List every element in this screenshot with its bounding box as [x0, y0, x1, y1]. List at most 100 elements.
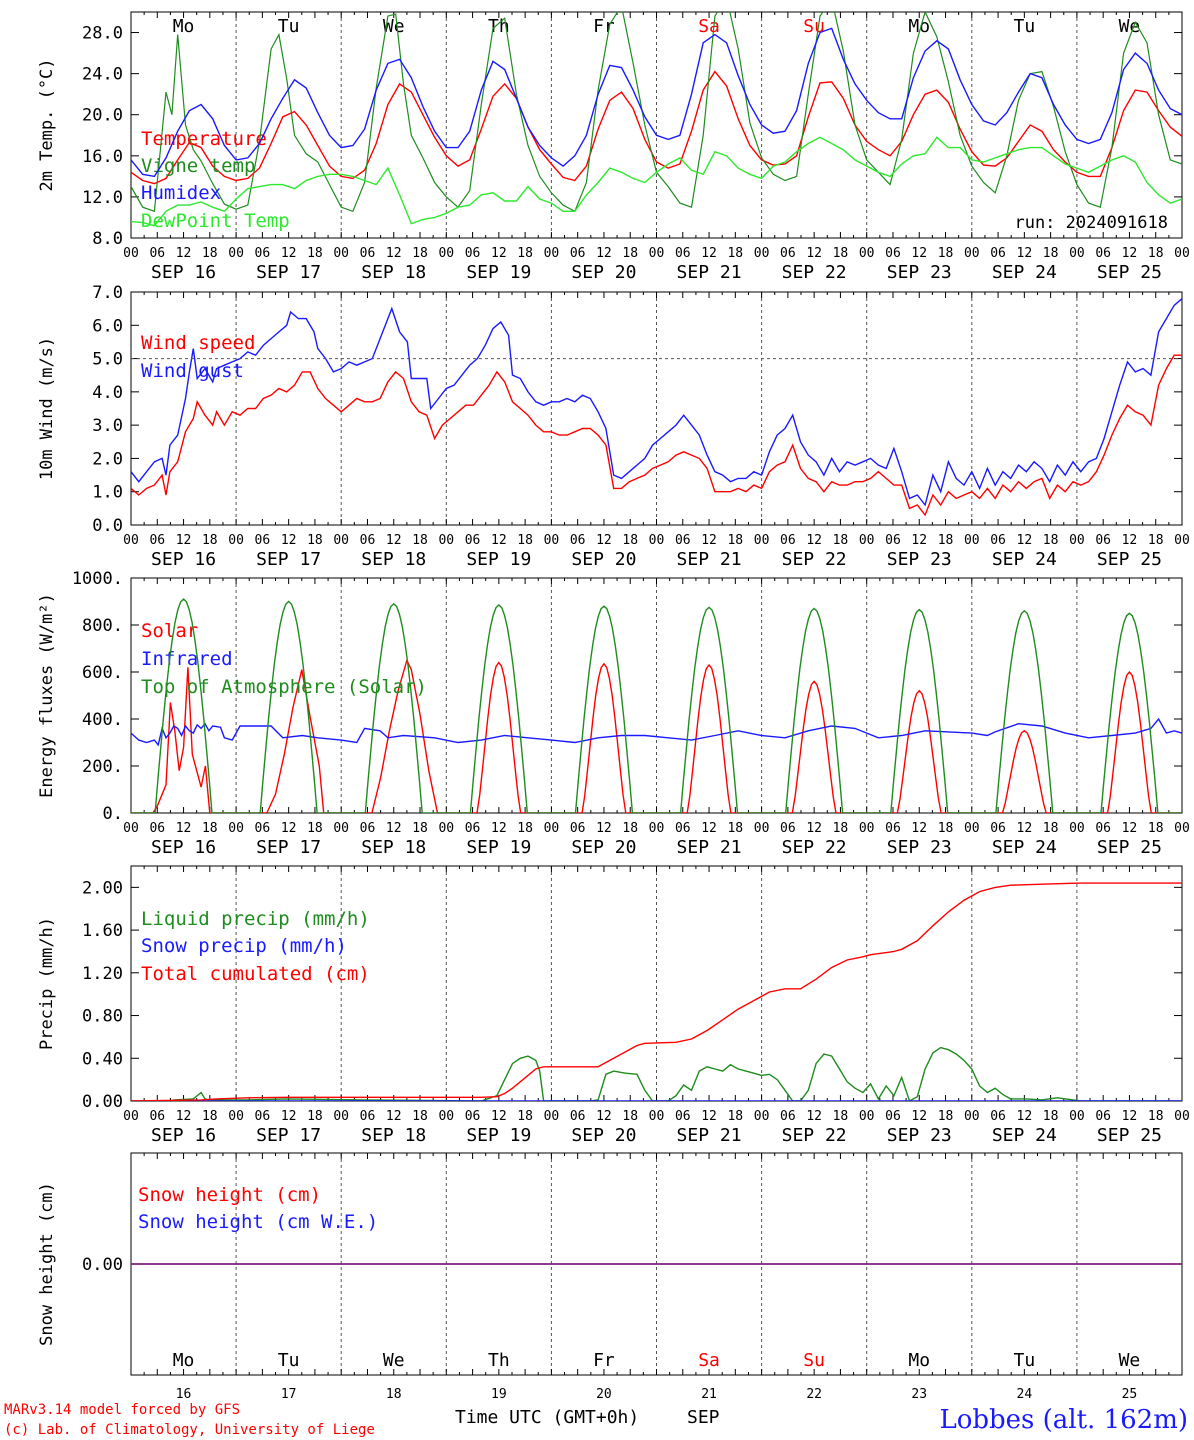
- day-name-label: Th: [488, 16, 510, 37]
- legend-label: Top of Atmosphere (Solar): [141, 676, 427, 698]
- date-label: SEP 25: [1097, 837, 1162, 858]
- series-line-humidex: [131, 27, 1182, 178]
- hour-tick-label: 18: [202, 821, 218, 836]
- y-tick-label: 20.0: [82, 106, 123, 126]
- hour-tick-label: 00: [1069, 1109, 1085, 1124]
- series-line-infrared: [131, 717, 1182, 747]
- hour-tick-label: 00: [649, 533, 665, 548]
- panel-3: 0. 200. 400. 600. 800. 1000. Energy fluxes (W/…: [37, 569, 1190, 858]
- series-line-solar: [131, 658, 1182, 813]
- hour-tick-label: 06: [780, 1109, 796, 1124]
- hour-tick-label: 06: [780, 246, 796, 261]
- date-label: SEP 25: [1097, 262, 1162, 283]
- hour-tick-label: 18: [833, 246, 849, 261]
- day-name-label: Fr: [593, 16, 615, 37]
- hour-tick-label: 06: [1095, 1109, 1111, 1124]
- hour-tick-label: 18: [622, 246, 638, 261]
- hour-tick-label: 12: [911, 533, 927, 548]
- hour-tick-label: 12: [1017, 533, 1033, 548]
- date-label: SEP 16: [151, 262, 216, 283]
- hour-tick-label: 12: [806, 533, 822, 548]
- y-tick-label: 0.0: [92, 516, 123, 536]
- hour-tick-label: 06: [465, 821, 481, 836]
- hour-tick-label: 18: [307, 533, 323, 548]
- credit-line-2: (c) Lab. of Climatology, University of L…: [4, 1422, 375, 1438]
- hour-tick-label: 06: [465, 1109, 481, 1124]
- hour-tick-label: 18: [307, 1109, 323, 1124]
- panel-5: 0.00 Snow height (cm) Mo Tu We Th Fr Sa Su Mo Tu We…: [37, 1152, 1183, 1402]
- series-line-vigne-temp: [131, 12, 1182, 213]
- hour-tick-label: 00: [228, 821, 244, 836]
- hour-tick-label: 00: [859, 246, 875, 261]
- day-name-label: Tu: [1014, 1350, 1036, 1371]
- date-label: SEP 21: [677, 549, 742, 570]
- y-axis-label: Snow height (cm): [37, 1182, 57, 1346]
- hour-tick-label: 06: [360, 1109, 376, 1124]
- hour-tick-label: 06: [360, 533, 376, 548]
- date-label: SEP 18: [361, 837, 426, 858]
- hour-tick-label: 12: [1122, 821, 1138, 836]
- hour-tick-label: 12: [281, 533, 297, 548]
- hour-tick-label: 18: [1148, 246, 1164, 261]
- series-line-wind-speed: [131, 354, 1182, 517]
- hour-tick-label: 00: [1174, 533, 1190, 548]
- hour-tick-label: 00: [333, 533, 349, 548]
- hour-tick-label: 18: [622, 533, 638, 548]
- y-tick-label: 4.0: [92, 383, 123, 403]
- date-label: SEP 22: [782, 549, 847, 570]
- date-label: SEP 19: [466, 837, 531, 858]
- date-label: SEP 24: [992, 1125, 1057, 1146]
- hour-tick-label: 18: [622, 1109, 638, 1124]
- y-tick-label: 8.0: [92, 229, 123, 249]
- hour-tick-label: 12: [596, 821, 612, 836]
- hour-tick-label: 12: [386, 1109, 402, 1124]
- y-tick-label: 0.00: [82, 1092, 123, 1112]
- hour-tick-label: 00: [964, 246, 980, 261]
- day-name-label: We: [1119, 16, 1141, 37]
- day-number-label: 25: [1122, 1387, 1138, 1402]
- x-axis-month: SEP: [687, 1407, 720, 1428]
- hour-tick-label: 18: [412, 1109, 428, 1124]
- day-name-label: Tu: [1014, 16, 1036, 37]
- day-name-label: Mo: [908, 16, 930, 37]
- hour-tick-label: 00: [754, 246, 770, 261]
- y-tick-label: 1000.: [72, 569, 123, 589]
- y-tick-label: 7.0: [92, 283, 123, 303]
- legend-label: Liquid precip (mm/h): [141, 908, 370, 930]
- date-label: SEP 22: [782, 837, 847, 858]
- date-label: SEP 23: [887, 549, 952, 570]
- hour-tick-label: 18: [307, 821, 323, 836]
- date-label: SEP 20: [571, 262, 636, 283]
- day-name-label: We: [1119, 1350, 1141, 1371]
- y-tick-label: 3.0: [92, 416, 123, 436]
- hour-tick-label: 00: [1069, 533, 1085, 548]
- hour-tick-label: 12: [281, 246, 297, 261]
- hour-tick-label: 00: [1174, 1109, 1190, 1124]
- y-tick-label: 600.: [82, 663, 123, 683]
- hour-tick-label: 00: [544, 821, 560, 836]
- hour-tick-label: 18: [833, 821, 849, 836]
- hour-tick-label: 06: [885, 533, 901, 548]
- hour-tick-label: 12: [176, 1109, 192, 1124]
- date-label: SEP 16: [151, 1125, 216, 1146]
- panel-1: 8.0 12.0 16.0 20.0 24.0 28.0 2m Temp. (°C) 00 06…: [37, 11, 1190, 283]
- day-number-label: 20: [596, 1387, 612, 1402]
- y-tick-label: 16.0: [82, 147, 123, 167]
- hour-tick-label: 00: [1069, 246, 1085, 261]
- hour-tick-label: 00: [123, 246, 139, 261]
- hour-tick-label: 12: [701, 246, 717, 261]
- hour-tick-label: 12: [911, 1109, 927, 1124]
- hour-tick-label: 00: [859, 533, 875, 548]
- y-axis-label: Energy fluxes (W/m²): [37, 593, 57, 798]
- hour-tick-label: 18: [938, 246, 954, 261]
- y-tick-label: 0.80: [82, 1007, 123, 1027]
- hour-tick-label: 12: [1017, 1109, 1033, 1124]
- hour-tick-label: 00: [333, 1109, 349, 1124]
- hour-tick-label: 06: [149, 1109, 165, 1124]
- series-line-dewpoint-temp: [131, 136, 1182, 227]
- hour-tick-label: 12: [596, 246, 612, 261]
- hour-tick-label: 00: [544, 1109, 560, 1124]
- y-tick-label: 24.0: [82, 65, 123, 85]
- hour-tick-label: 12: [1017, 821, 1033, 836]
- y-tick-label: 2.0: [92, 449, 123, 469]
